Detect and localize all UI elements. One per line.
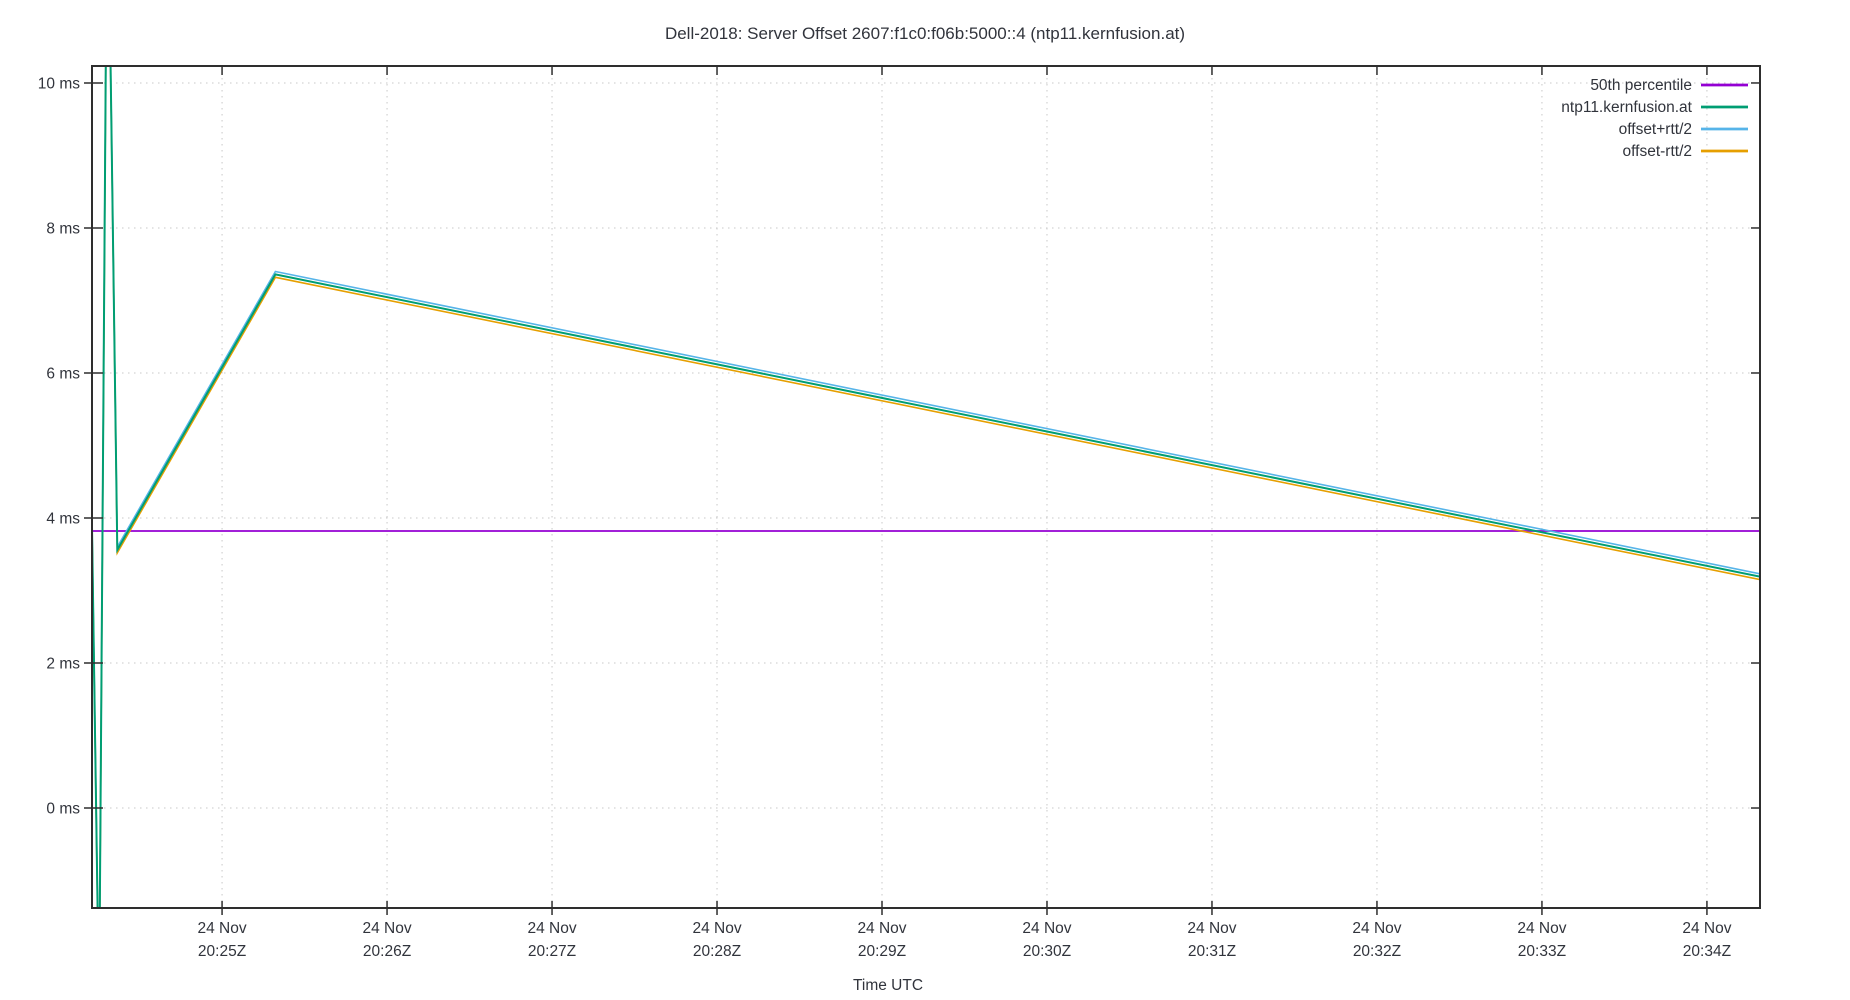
x-tick-label-time: 20:31Z [1188, 943, 1236, 960]
x-tick-label-date: 24 Nov [692, 920, 741, 937]
y-tick-label: 2 ms [46, 656, 80, 673]
x-tick-label-time: 20:28Z [693, 943, 741, 960]
plot-border [91, 65, 1761, 909]
x-axis-label: Time UTC [853, 977, 923, 994]
series-group [92, 66, 1760, 908]
chart-title: Dell-2018: Server Offset 2607:f1c0:f06b:… [664, 24, 1186, 43]
x-tick-label-date: 24 Nov [198, 920, 247, 937]
x-tick-label-time: 20:34Z [1683, 943, 1731, 960]
x-tick-label-date: 24 Nov [1682, 920, 1731, 937]
x-tick-label-time: 20:27Z [528, 943, 576, 960]
x-tick-label-date: 24 Nov [857, 920, 906, 937]
grid-lines [92, 66, 1760, 908]
x-tick-label-time: 20:29Z [858, 943, 906, 960]
y-tick-label: 6 ms [46, 365, 80, 382]
series-line-ntp11-kernfusion-at [92, 66, 1760, 908]
x-tick-label-date: 24 Nov [1517, 920, 1566, 937]
x-tick-label-date: 24 Nov [1187, 920, 1236, 937]
series-line-offset-rtt-2 [92, 66, 1760, 908]
series-line-offset-rtt-2 [92, 66, 1760, 908]
x-tick-label-date: 24 Nov [1022, 920, 1071, 937]
x-tick-label-time: 20:33Z [1518, 943, 1566, 960]
legend-label: offset+rtt/2 [1619, 121, 1692, 138]
y-tick-label: 10 ms [38, 75, 80, 92]
legend-label: ntp11.kernfusion.at [1561, 99, 1692, 116]
y-tick-label: 0 ms [46, 801, 80, 818]
x-tick-label-date: 24 Nov [1352, 920, 1401, 937]
y-tick-label: 8 ms [46, 220, 80, 237]
x-tick-label-time: 20:25Z [198, 943, 246, 960]
legend-label: 50th percentile [1590, 77, 1692, 94]
x-tick-label-time: 20:32Z [1353, 943, 1401, 960]
x-tick-label-time: 20:26Z [363, 943, 411, 960]
legend-label: offset-rtt/2 [1623, 143, 1693, 160]
y-tick-label: 4 ms [46, 510, 80, 527]
tick-marks [84, 66, 1760, 915]
x-tick-label-date: 24 Nov [527, 920, 576, 937]
x-tick-label-time: 20:30Z [1023, 943, 1071, 960]
x-tick-label-date: 24 Nov [362, 920, 411, 937]
legend [1701, 83, 1748, 153]
